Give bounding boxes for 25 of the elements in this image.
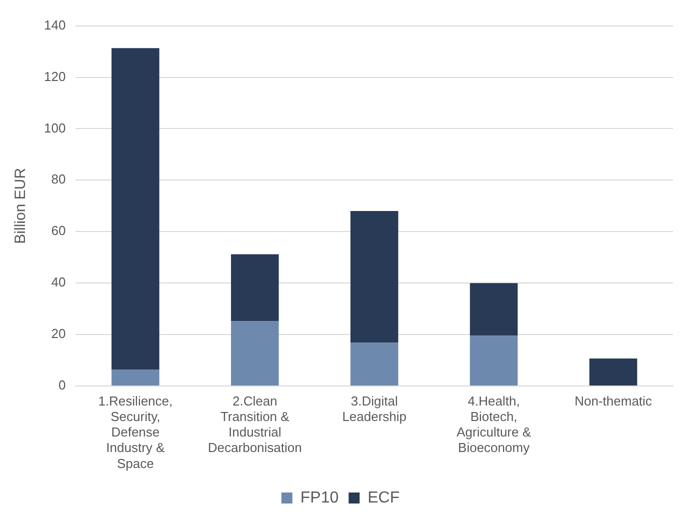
y-tick-label: 100	[44, 120, 66, 136]
x-tick-label: Non-thematic	[574, 393, 652, 408]
y-tick-label: 20	[51, 326, 66, 342]
legend-label: ECF	[368, 489, 400, 506]
legend-label: FP10	[300, 489, 339, 506]
bar	[589, 358, 638, 386]
bar	[230, 321, 279, 386]
x-tick-label: 2.Clean Transition & Industrial Decarbonisation	[208, 393, 302, 456]
y-tick-label: 140	[44, 17, 66, 32]
bar	[112, 48, 160, 370]
x-tick-label: 1.Resilience, Security, Defense Industry & Space	[98, 393, 173, 471]
x-tick-label: 3.Digital Leadership	[342, 393, 407, 424]
y-tick-label: 80	[51, 172, 66, 187]
bar	[470, 283, 518, 336]
bar	[230, 254, 279, 322]
bar	[112, 370, 160, 386]
y-tick-label: 40	[51, 274, 66, 290]
y-tick-label: 120	[44, 68, 66, 84]
x-tick-label: 4.Health, Biotech, Agriculture & Bioeconomy	[456, 393, 532, 456]
y-tick-label: 0	[58, 378, 66, 393]
bar	[350, 211, 398, 343]
y-tick-label: 60	[51, 223, 66, 238]
y-axis-title: Billion EUR	[12, 168, 30, 244]
bar	[350, 342, 398, 386]
bar	[470, 336, 518, 386]
